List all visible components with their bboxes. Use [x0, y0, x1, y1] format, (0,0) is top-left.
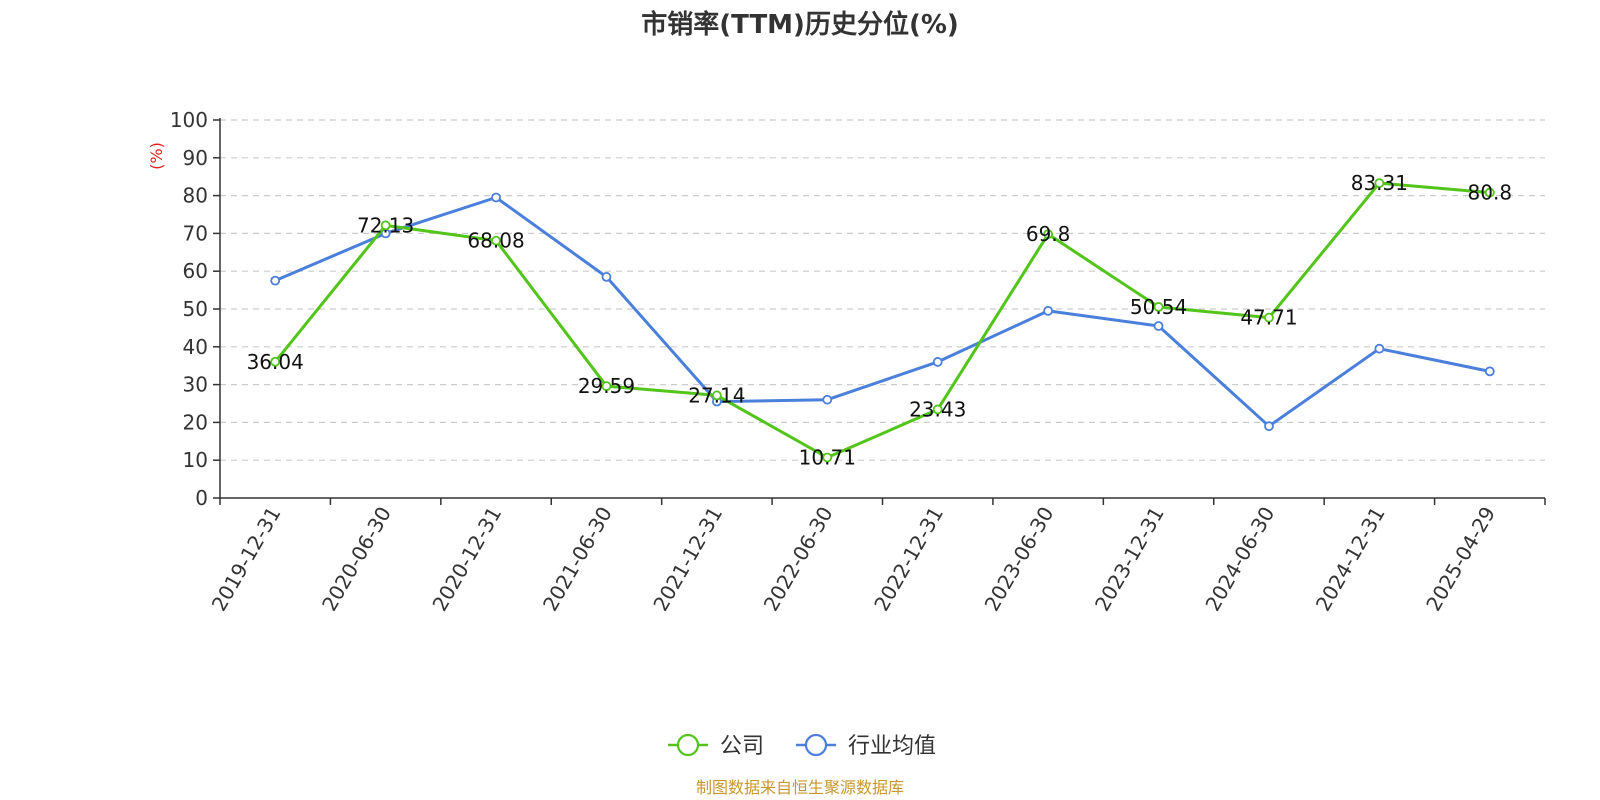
chart-title: 市销率(TTM)历史分位(%): [641, 10, 959, 40]
y-tick-label: 0: [195, 486, 208, 510]
data-point: [711, 390, 722, 401]
y-tick-label: 70: [183, 221, 208, 245]
y-tick-label: 60: [183, 259, 208, 283]
y-tick-label: 80: [183, 184, 208, 208]
data-point: [1153, 302, 1164, 312]
data-label: 47.71: [1240, 306, 1297, 330]
data-point: [601, 271, 612, 282]
data-point: [1374, 178, 1385, 188]
legend-label: 行业均值: [848, 734, 936, 759]
legend: 公司 行业均值: [668, 733, 936, 759]
series-layer: [270, 178, 1495, 463]
data-label: 68.08: [467, 229, 524, 253]
axis-layer: 0 10 20 30 40 50 60 70 80 90 100(%) 2019-12-31 2020-…: [147, 108, 1546, 616]
y-tick-label: 100: [170, 108, 208, 132]
label-layer: 36.04 72.13 68.08 29.59 27.14 10.71 23.43 69.8 5…: [247, 171, 1512, 469]
data-point: [822, 452, 833, 463]
data-label: 50.54: [1130, 295, 1187, 319]
series-line: [274, 181, 1490, 460]
data-point: [380, 220, 391, 231]
data-label: 69.8: [1026, 222, 1071, 246]
x-tick-label: 2022-12-31: [869, 503, 948, 616]
data-label: 83.31: [1351, 171, 1408, 195]
legend-label: 公司: [720, 734, 764, 759]
data-label: 72.13: [357, 213, 414, 237]
data-point: [601, 381, 612, 392]
x-tick-label: 2023-12-31: [1090, 503, 1169, 616]
data-point: [1484, 366, 1495, 377]
x-tick-label: 2021-06-30: [538, 503, 617, 616]
data-point: [270, 356, 281, 367]
data-point: [491, 192, 501, 203]
y-tick-label: 50: [183, 297, 208, 321]
x-tick-label: 2024-12-31: [1311, 503, 1390, 616]
source-note: 制图数据来自恒生聚源数据库: [695, 778, 904, 797]
y-tick-label: 40: [183, 335, 208, 359]
data-point: [932, 357, 943, 367]
data-label: 23.43: [909, 397, 966, 421]
data-point: [270, 275, 281, 286]
x-tick-label: 2023-06-30: [980, 503, 1059, 616]
legend-marker: [804, 733, 828, 757]
y-tick-label: 30: [183, 373, 208, 397]
data-point: [932, 404, 943, 415]
data-point: [1264, 312, 1274, 323]
data-point: [1043, 305, 1054, 316]
y-axis-label: (%): [147, 142, 166, 170]
data-point: [1484, 187, 1495, 198]
x-tick-label: 2025-04-29: [1421, 503, 1500, 616]
legend-marker: [676, 733, 700, 757]
data-point: [1043, 229, 1054, 240]
data-point: [1264, 421, 1274, 432]
x-tick-label: 2019-12-31: [207, 503, 286, 616]
y-tick-label: 90: [183, 146, 208, 170]
data-label: 27.14: [688, 383, 745, 407]
y-tick-label: 20: [183, 410, 208, 434]
grid-layer: [220, 119, 1545, 461]
data-point: [491, 235, 501, 246]
x-tick-label: 2021-12-31: [648, 503, 727, 616]
x-tick-label: 2020-06-30: [317, 503, 396, 616]
data-point: [1374, 343, 1385, 354]
data-label: 80.8: [1468, 181, 1513, 205]
data-label: 36.04: [247, 350, 304, 374]
y-tick-label: 10: [183, 448, 208, 472]
data-label: 10.71: [799, 446, 856, 470]
series-line: [274, 195, 1491, 428]
x-tick-label: 2022-06-30: [759, 503, 838, 616]
data-point: [1153, 321, 1164, 331]
data-point: [822, 394, 833, 405]
x-tick-label: 2020-12-31: [427, 503, 506, 616]
data-label: 29.59: [578, 374, 635, 398]
x-tick-label: 2024-06-30: [1200, 503, 1279, 616]
